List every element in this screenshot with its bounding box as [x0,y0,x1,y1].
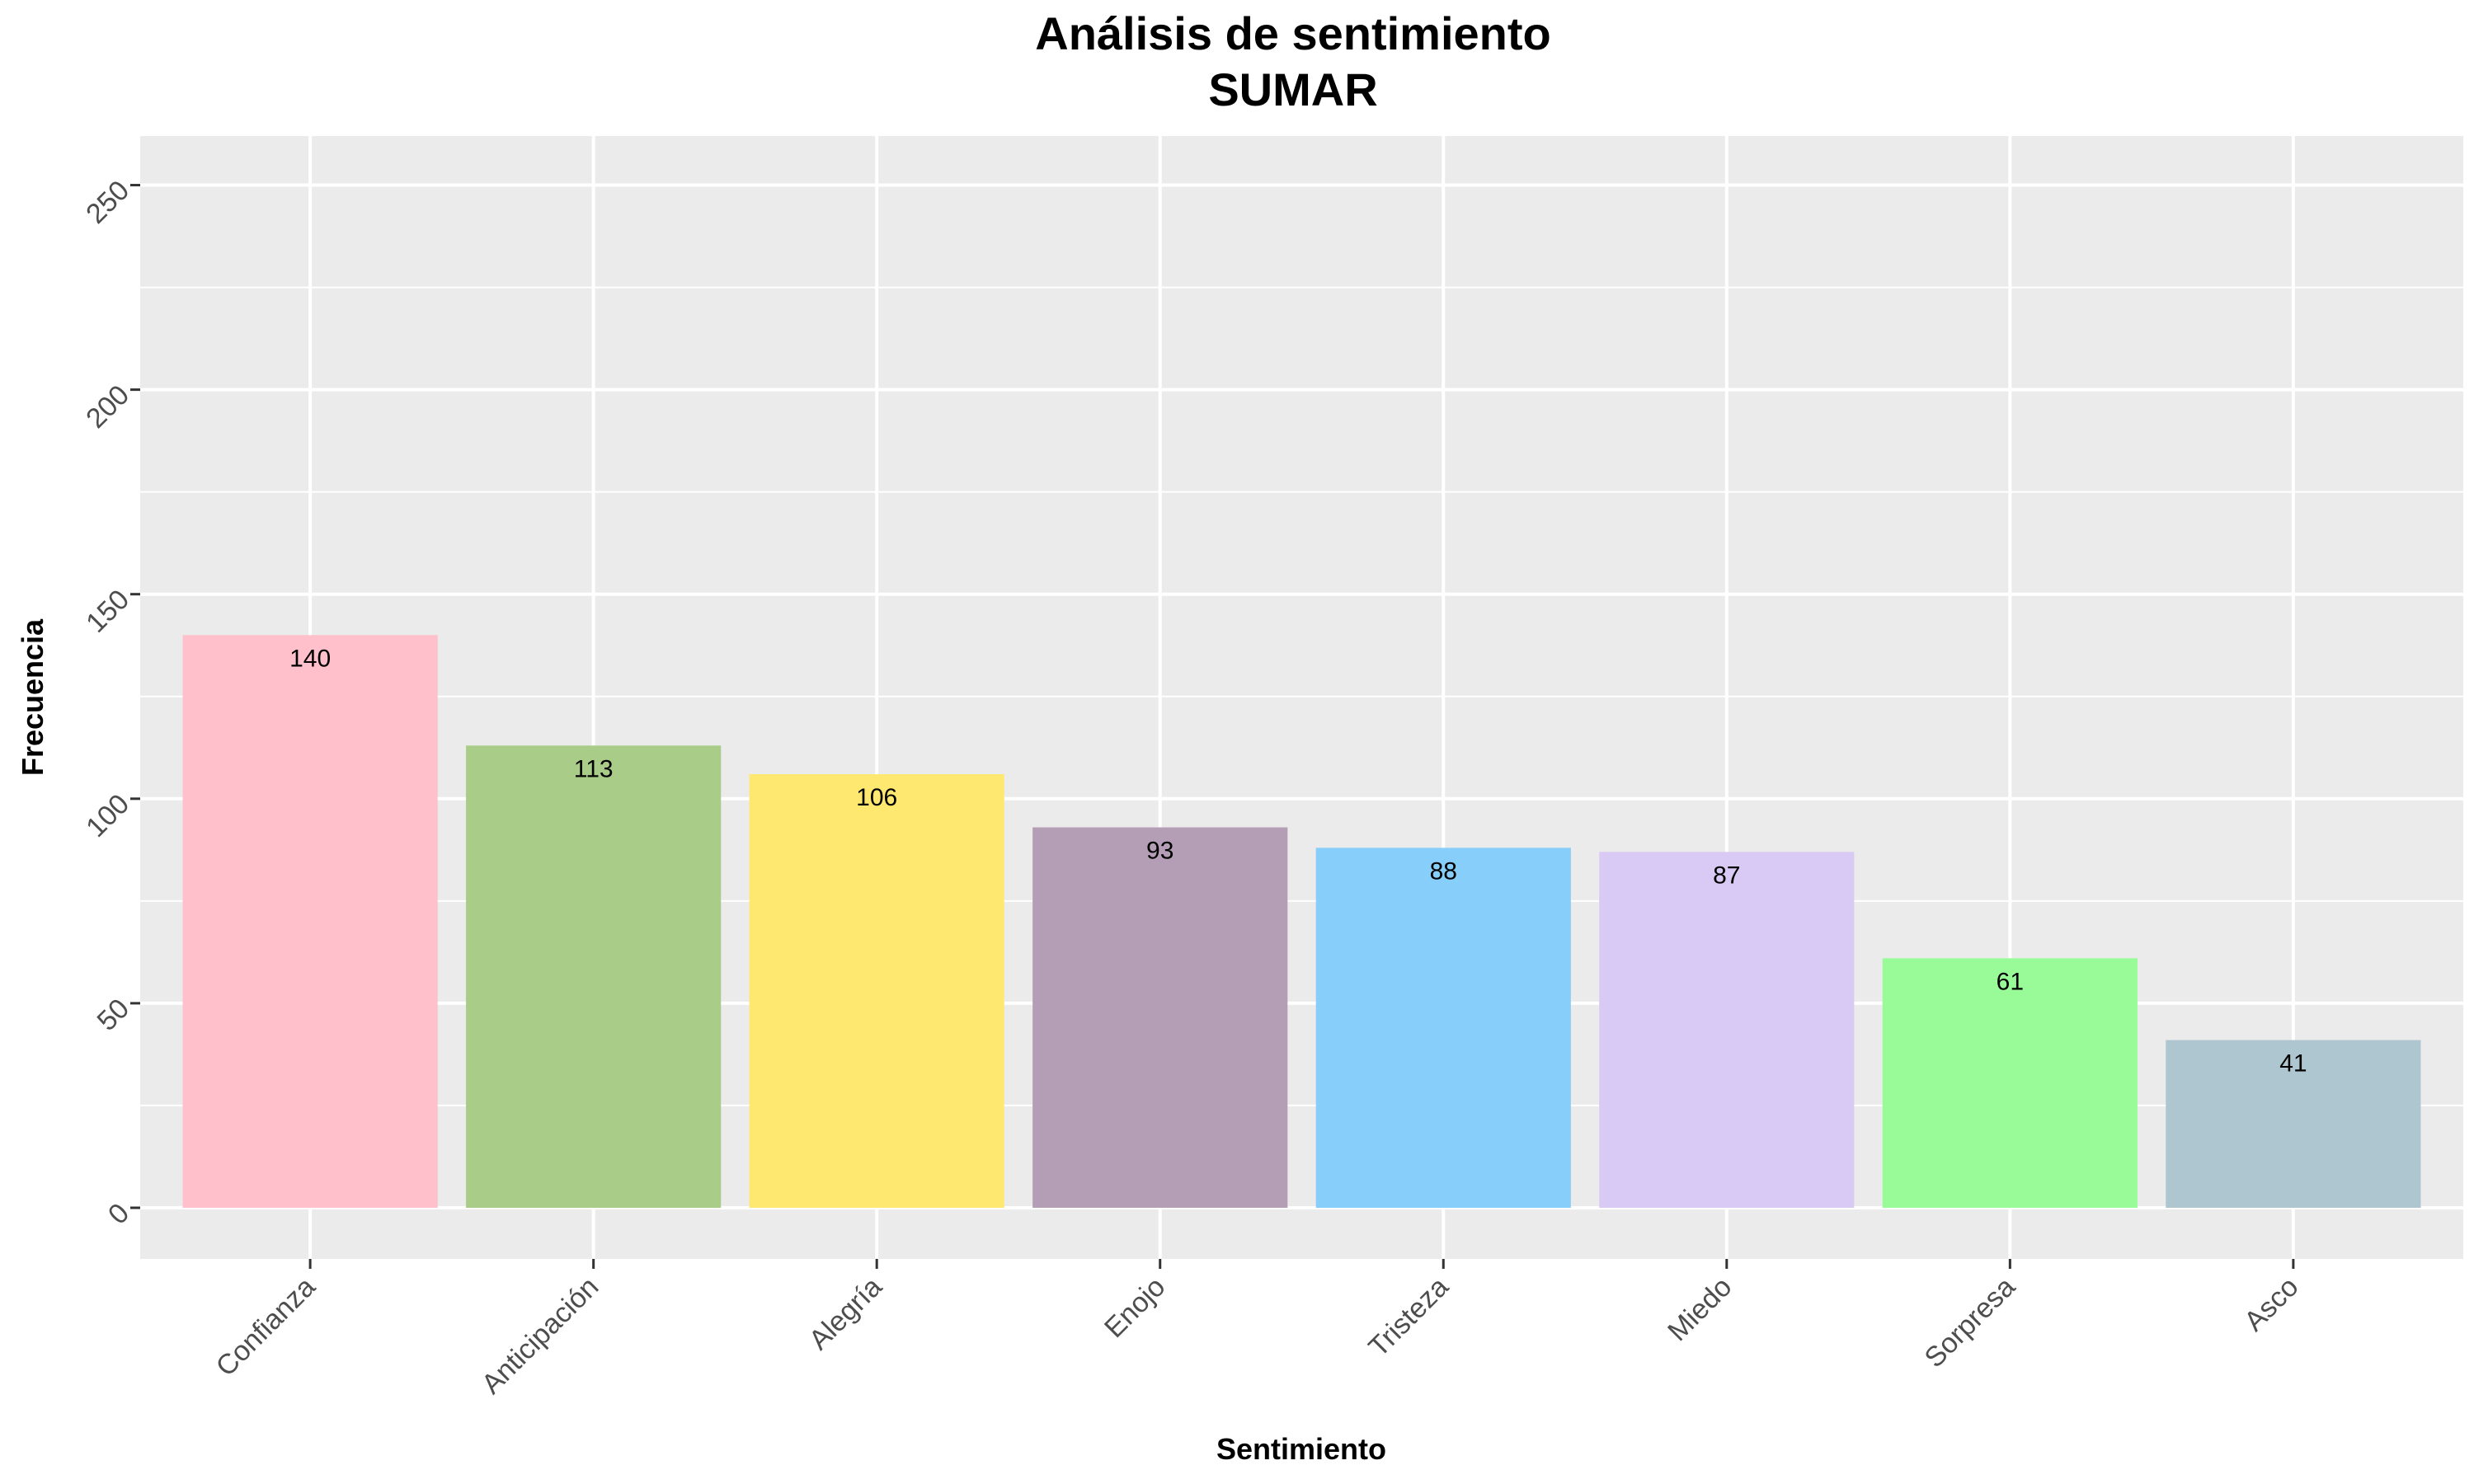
bar-miedo [1599,852,1855,1208]
x-tick-label: Confianza [210,1271,322,1383]
bar-anticipación [466,745,722,1208]
bar-sorpresa [1882,958,2138,1208]
y-tick-label: 200 [80,379,135,434]
y-axis-ticks: 0 50 100 150 200 250 [80,175,140,1231]
chart-title: Análisis de sentimiento [1035,7,1551,59]
bar-confianza [182,635,438,1208]
x-tick-label: Sorpresa [1919,1271,2021,1374]
data-label: 140 [289,645,331,672]
bar-tristeza [1315,848,1571,1208]
data-label: 87 [1713,862,1740,889]
x-axis-title: Sentimiento [1216,1432,1386,1466]
y-tick-label: 100 [80,788,135,843]
data-label: 61 [1997,968,2024,995]
bar-enojo [1032,827,1288,1208]
x-axis-ticks: Confianza Anticipación Alegría Enojo Tristez… [210,1259,2305,1400]
bar-alegría [749,774,1004,1208]
data-label: 93 [1146,838,1174,865]
bar-asco [2166,1040,2421,1208]
y-tick-label: 0 [102,1197,135,1230]
x-tick-label: Asco [2238,1271,2304,1337]
y-tick-label: 150 [80,584,135,639]
bars [182,635,2421,1208]
data-label: 106 [856,784,897,811]
x-tick-label: Tristeza [1362,1271,1455,1364]
y-tick-label: 250 [80,175,135,230]
x-tick-label: Miedo [1662,1271,1738,1347]
data-label: 88 [1430,857,1457,885]
y-tick-label: 50 [92,993,136,1037]
data-label: 113 [574,755,614,782]
y-axis-title: Frecuencia [16,618,49,776]
x-tick-label: Alegría [803,1271,888,1356]
chart-subtitle: SUMAR [1208,63,1377,115]
data-labels: 140 113 106 93 88 87 61 41 [289,645,2307,1077]
x-tick-label: Enojo [1098,1271,1171,1344]
x-tick-label: Anticipación [476,1271,605,1401]
data-label: 41 [2279,1050,2307,1078]
